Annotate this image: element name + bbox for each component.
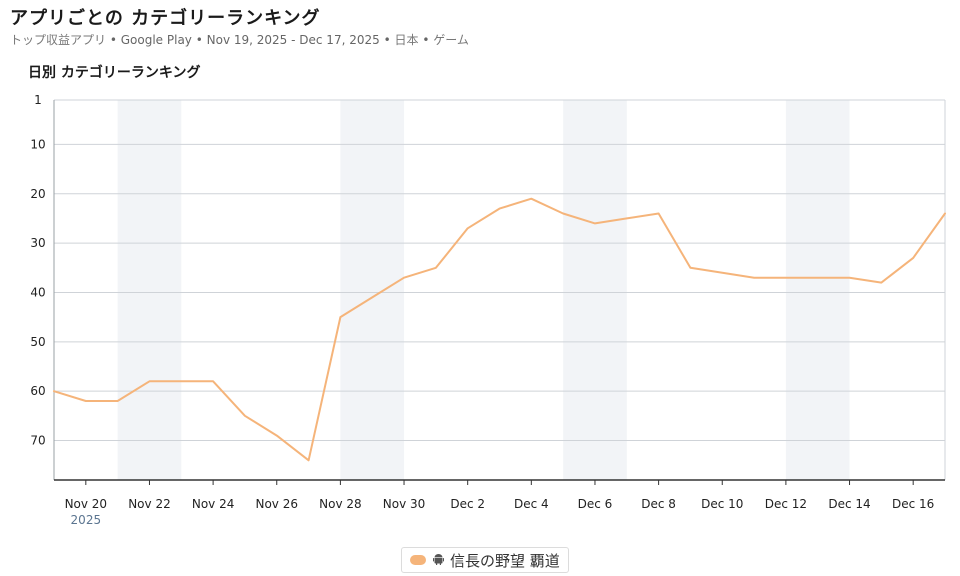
legend-item[interactable]: 信長の野望 覇道 (401, 547, 569, 573)
x-tick-label: Nov 28 (319, 497, 362, 511)
y-tick-label: 40 (30, 285, 45, 299)
subtitle-separator: • (383, 33, 391, 47)
page-title: アプリごとの カテゴリーランキング (10, 8, 321, 29)
x-tick-label: Dec 6 (578, 497, 613, 511)
x-tick-label: Dec 10 (701, 497, 743, 511)
x-tick-label: Dec 12 (765, 497, 807, 511)
subtitle-category: ゲーム (433, 33, 469, 47)
x-tick-label: Nov 20 (65, 497, 108, 511)
subtitle-collection: トップ収益アプリ (10, 33, 107, 47)
subtitle-separator: • (109, 33, 117, 47)
page-subtitle: トップ収益アプリ • Google Play • Nov 19, 2025 - … (10, 31, 469, 48)
y-tick-label: 20 (30, 187, 45, 201)
series-lines (53, 197, 946, 462)
x-tick-label: Dec 2 (450, 497, 485, 511)
x-tick-label: Dec 16 (892, 497, 934, 511)
x-tick-year-label: 2025 (71, 513, 102, 527)
legend-app-name: 信長の野望 覇道 (450, 551, 560, 570)
x-tick-label: Nov 30 (383, 497, 426, 511)
x-tick-label: Nov 26 (255, 497, 298, 511)
subtitle-separator: • (195, 33, 203, 47)
weekend-band (785, 100, 850, 480)
legend-swatch (410, 555, 426, 565)
weekend-band (117, 100, 182, 480)
x-tick-label: Dec 8 (641, 497, 676, 511)
android-icon (433, 551, 444, 569)
chart-title: 日別 カテゴリーランキング (28, 65, 201, 81)
y-tick-label: 30 (30, 236, 45, 250)
y-axis-ticks: 1 10 20 30 40 50 60 70 (30, 93, 45, 448)
weekend-band (340, 100, 405, 480)
gridlines (53, 99, 946, 481)
subtitle-country: 日本 (394, 33, 419, 47)
y-tick-label: 1 (34, 93, 42, 107)
weekend-band (563, 100, 627, 480)
series-line (53, 197, 946, 462)
x-tick-label: Dec 14 (828, 497, 870, 511)
y-tick-label: 10 (30, 137, 45, 151)
x-axis-ticks: Nov 20 2025 Nov 22 Nov 24 Nov 26 Nov 28 Nov 30… (65, 480, 934, 527)
weekend-bands (117, 100, 850, 480)
y-tick-label: 60 (30, 384, 45, 398)
x-tick-label: Nov 22 (128, 497, 171, 511)
x-tick-label: Nov 24 (192, 497, 235, 511)
subtitle-date-range: Nov 19, 2025 - Dec 17, 2025 (206, 33, 380, 47)
y-tick-label: 70 (30, 434, 45, 448)
x-tick-label: Dec 4 (514, 497, 549, 511)
subtitle-store: Google Play (120, 33, 192, 47)
y-tick-label: 50 (30, 335, 45, 349)
subtitle-separator: • (422, 33, 430, 47)
